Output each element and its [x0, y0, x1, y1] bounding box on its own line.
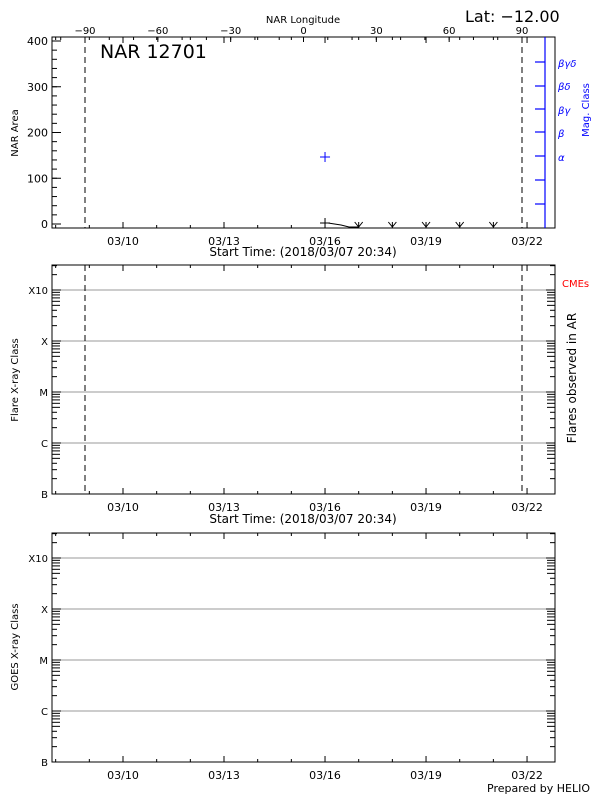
mag-class-label: β	[557, 129, 565, 140]
class-tick-label: C	[41, 439, 48, 450]
date-tick-label: 03/10	[107, 501, 139, 514]
footer-credit: Prepared by HELIO	[487, 782, 590, 795]
longitude-tick: −30	[220, 26, 241, 37]
longitude-tick: −60	[147, 26, 168, 37]
date-tick-label: 03/16	[309, 235, 341, 248]
area-tick-label: 200	[27, 127, 48, 140]
panel2-xlabel: Start Time: (2018/03/07 20:34)	[209, 512, 396, 526]
mag-class-label: βγδ	[557, 59, 576, 70]
panel1-xlabel: Start Time: (2018/03/07 20:34)	[209, 245, 396, 259]
date-tick-label: 03/16	[309, 769, 341, 782]
class-tick-label: B	[41, 490, 48, 501]
mag-class-label: βδ	[557, 82, 571, 93]
latitude-label: Lat: −12.00	[465, 7, 560, 26]
area-tick-label: 400	[27, 35, 48, 48]
top-axis-title: NAR Longitude	[266, 15, 340, 26]
panel-goes: B C M X X10 03/10 03/13 03/16 03/19 03/22 GOES X-…	[10, 532, 556, 782]
longitude-tick: 60	[443, 26, 456, 37]
date-tick-label: 03/16	[309, 501, 341, 514]
longitude-tick: 30	[370, 26, 383, 37]
date-tick-label: 03/10	[107, 769, 139, 782]
region-label: NAR 12701	[100, 41, 207, 63]
mag-class-label: βγ	[557, 106, 571, 117]
date-tick-label: 03/19	[410, 501, 442, 514]
area-tick-label: 0	[41, 218, 48, 231]
date-tick-label: 03/19	[410, 769, 442, 782]
nar-area-series	[320, 152, 498, 228]
class-tick-label: B	[41, 758, 48, 769]
panel2-right-label: Flares observed in AR	[565, 313, 579, 443]
class-tick-label: X	[41, 605, 48, 616]
date-tick-label: 03/13	[208, 235, 240, 248]
longitude-tick: 90	[516, 26, 529, 37]
panel2-frame	[51, 264, 556, 495]
panel2-ylabel: Flare X-ray Class	[10, 338, 21, 422]
panel3-ylabel: GOES X-ray Class	[10, 603, 21, 690]
longitude-tick-labels: −90 −60 −30 0 30 60 90	[60, 26, 529, 42]
area-tick-label: 300	[27, 81, 48, 94]
date-tick-label: 03/19	[410, 235, 442, 248]
cme-legend: CMEs	[562, 279, 589, 290]
date-tick-label: 03/22	[511, 501, 543, 514]
mag-class-title: Mag. Class	[581, 83, 592, 137]
class-tick-label: M	[39, 388, 48, 399]
class-tick-label: X10	[28, 286, 48, 297]
class-tick-label: X	[41, 337, 48, 348]
panel-flares: B C M X X10 03/10 03/13 03/16 03/19 03/22 Flare X…	[10, 264, 589, 526]
class-tick-label: X10	[28, 554, 48, 565]
longitude-tick: 0	[300, 26, 306, 37]
panel-nar-area: 0 100 200 300 400 03/10 03/13 03/16 03/19 03/22 N…	[10, 35, 592, 259]
date-tick-label: 03/13	[208, 501, 240, 514]
panel3-frame	[51, 532, 556, 763]
date-tick-label: 03/22	[511, 235, 543, 248]
panel1-frame	[51, 36, 556, 229]
class-tick-label: C	[41, 707, 48, 718]
mag-class-labels: α β βγ βδ βγδ	[535, 59, 576, 205]
area-tick-label: 100	[27, 172, 48, 185]
panel1-ylabel: NAR Area	[10, 109, 21, 156]
class-tick-label: M	[39, 656, 48, 667]
mag-class-label: α	[558, 153, 565, 164]
date-tick-label: 03/22	[511, 769, 543, 782]
date-tick-label: 03/13	[208, 769, 240, 782]
longitude-tick: −90	[74, 26, 95, 37]
date-tick-label: 03/10	[107, 235, 139, 248]
